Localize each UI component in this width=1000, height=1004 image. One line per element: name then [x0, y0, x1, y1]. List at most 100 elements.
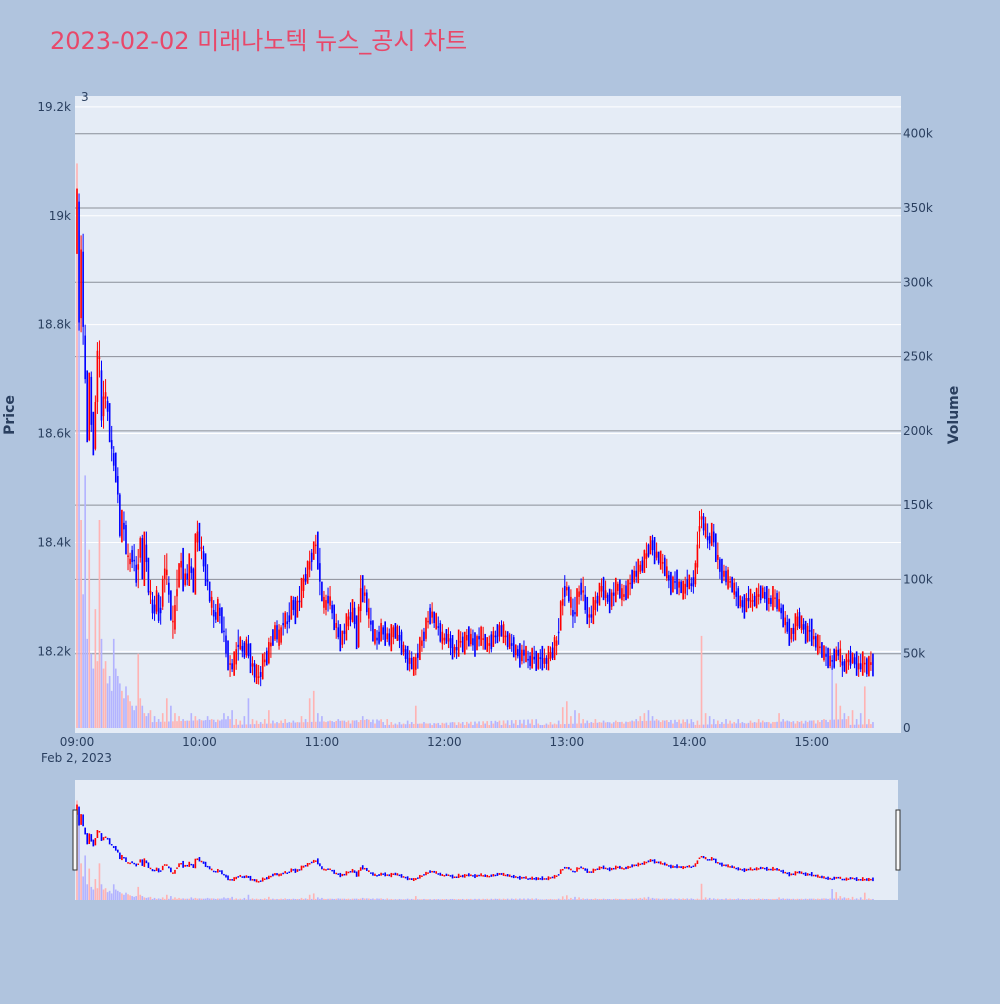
volume-bar	[333, 722, 335, 728]
volume-bar	[492, 723, 495, 728]
range-slider-volume-bar	[743, 899, 746, 900]
range-slider-volume-bar	[714, 899, 717, 900]
range-slider-volume-bar	[474, 898, 476, 900]
volume-bar	[543, 724, 546, 728]
range-slider-right-handle[interactable]	[895, 809, 901, 871]
range-slider-candle	[410, 878, 413, 880]
range-slider-candle	[839, 876, 842, 879]
chart-title: 2023-02-02 미래나노텍 뉴스_공시 차트	[50, 27, 467, 55]
range-slider-candle	[494, 874, 497, 877]
range-slider-candle	[480, 873, 482, 877]
candle-body	[627, 579, 629, 598]
candle-body	[292, 600, 295, 610]
volume-bar	[255, 720, 258, 728]
range-slider-candle	[808, 873, 811, 876]
volume-bar	[635, 719, 638, 728]
volume-bar	[374, 723, 376, 728]
volume-bar	[378, 720, 380, 728]
candle-body	[259, 672, 262, 677]
range-slider-candle	[735, 867, 738, 870]
range-slider-candle	[329, 868, 331, 871]
range-slider-candle	[866, 878, 868, 881]
range-slider-candle	[392, 873, 395, 875]
range-slider-candle	[768, 868, 770, 871]
range-slider-candle	[533, 878, 535, 880]
volume-bar	[704, 713, 707, 728]
range-slider-candle	[649, 859, 652, 862]
candle-body	[314, 544, 317, 547]
range-slider-volume-bar	[139, 894, 142, 900]
range-slider-volume-bar	[504, 899, 507, 900]
candle-body	[843, 661, 846, 672]
candle-body	[417, 652, 419, 658]
range-slider-volume-bar	[645, 898, 648, 900]
range-slider-candle	[343, 873, 346, 876]
range-slider-candle	[817, 874, 819, 878]
range-slider-volume-bar	[198, 898, 201, 900]
range-slider-candle	[137, 863, 140, 866]
candle-body	[178, 563, 180, 588]
range-slider-candle	[774, 868, 776, 871]
range-slider-volume-bar	[819, 898, 821, 900]
range-slider-volume-bar	[563, 899, 566, 900]
range-slider-volume-bar	[592, 899, 595, 900]
range-slider-candle	[435, 871, 438, 874]
volume-bar	[710, 724, 713, 728]
volume-bar	[184, 720, 186, 728]
volume-bar	[443, 723, 446, 728]
range-slider-candle	[421, 875, 423, 877]
volume-bar	[508, 725, 511, 728]
candle-body	[368, 607, 370, 619]
range-slider-candle	[327, 868, 329, 870]
range-slider-candle	[676, 864, 678, 869]
range-slider-candle	[433, 870, 435, 873]
range-slider-candle	[214, 871, 217, 873]
candle-body	[253, 663, 256, 678]
range-slider-volume-bar	[335, 898, 338, 900]
volume-bar	[390, 722, 393, 728]
range-slider-candle	[259, 880, 262, 882]
range-slider-candle	[370, 872, 372, 874]
range-slider-volume-bar	[619, 898, 621, 900]
volume-bar	[590, 722, 593, 728]
candle-body	[629, 582, 631, 585]
range-slider-candle	[570, 868, 572, 871]
volume-bar	[129, 701, 131, 728]
range-slider-volume-bar	[566, 895, 568, 900]
range-slider-volume-bar	[500, 899, 503, 900]
range-slider-area[interactable]	[75, 780, 898, 900]
range-slider-candle	[298, 869, 301, 871]
y2-tick-label: 300k	[903, 275, 933, 289]
range-slider-volume-bar	[855, 898, 858, 900]
range-slider-volume-bar	[308, 894, 311, 900]
range-slider-candle	[253, 879, 256, 882]
range-slider-volume-bar	[455, 899, 458, 900]
volume-bar	[790, 722, 793, 728]
volume-bar	[327, 721, 329, 728]
candle-body	[302, 578, 305, 591]
range-slider-volume-bar	[159, 898, 162, 900]
range-slider-candle	[521, 876, 523, 879]
range-slider-volume-bar	[310, 898, 313, 900]
range-slider-candle	[414, 878, 417, 881]
candle-body	[108, 403, 111, 443]
range-slider-volume-bar	[704, 897, 707, 900]
volume-bar	[812, 720, 815, 728]
candle-body	[837, 649, 840, 656]
range-slider-left-handle[interactable]	[72, 809, 78, 871]
candle-body	[121, 509, 123, 543]
volume-bar	[300, 716, 303, 728]
volume-bar	[137, 653, 140, 728]
range-slider-volume-bar	[861, 899, 864, 900]
range-slider-candle	[251, 879, 254, 881]
range-slider-volume-bar	[345, 898, 348, 900]
range-slider-candle	[125, 857, 127, 862]
range-slider-volume-bar	[751, 899, 754, 900]
volume-bar	[470, 721, 472, 728]
range-slider-volume-bar	[829, 898, 831, 900]
range-slider-candle	[235, 876, 238, 880]
range-slider-volume-bar	[686, 898, 689, 900]
candle-body	[529, 655, 531, 667]
volume-bar	[561, 707, 564, 728]
candle-body	[86, 370, 89, 443]
